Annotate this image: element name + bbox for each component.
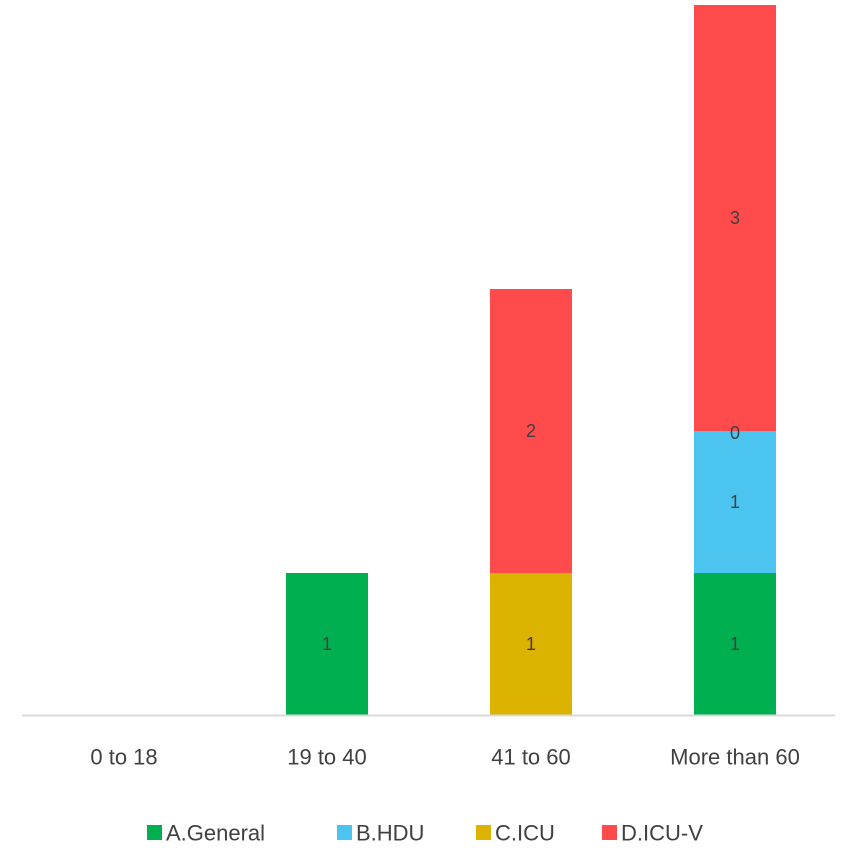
bar-41-to-60-c-icu bbox=[490, 573, 572, 715]
data-label-more-than-60-d-icu-v: 3 bbox=[730, 208, 740, 228]
legend-label-b-hdu: B.HDU bbox=[356, 821, 424, 846]
legend-swatch-b-hdu bbox=[337, 825, 352, 840]
legend-item-b-hdu: B.HDU bbox=[337, 821, 424, 846]
bar-41-to-60-d-icu-v bbox=[490, 289, 572, 573]
x-axis: 0 to 18 19 to 40 41 to 60 More than 60 bbox=[22, 714, 835, 770]
bar-19-to-40-a-general bbox=[286, 573, 368, 715]
data-label-more-than-60-a-general: 1 bbox=[730, 634, 740, 654]
legend-label-a-general: A.General bbox=[166, 821, 265, 846]
bar-more-than-60-b-hdu bbox=[694, 431, 776, 573]
data-label-41-to-60-c-icu: 1 bbox=[526, 634, 536, 654]
x-tick-label-0-to-18: 0 to 18 bbox=[90, 745, 157, 770]
legend-label-c-icu: C.ICU bbox=[495, 821, 555, 846]
data-label-41-to-60-d-icu-v: 2 bbox=[526, 421, 536, 441]
x-tick-label-more-than-60: More than 60 bbox=[670, 745, 800, 770]
legend-swatch-d-icu-v bbox=[602, 825, 617, 840]
legend-item-d-icu-v: D.ICU-V bbox=[602, 821, 703, 846]
bar-more-than-60-d-icu-v bbox=[694, 5, 776, 431]
legend: A.General B.HDU C.ICU D.ICU-V bbox=[147, 821, 703, 846]
legend-swatch-c-icu bbox=[476, 825, 491, 840]
bar-more-than-60-a-general bbox=[694, 573, 776, 715]
data-label-more-than-60-b-hdu: 1 bbox=[730, 492, 740, 512]
legend-item-a-general: A.General bbox=[147, 821, 265, 846]
data-label-more-than-60-c-icu: 0 bbox=[730, 423, 740, 443]
legend-label-d-icu-v: D.ICU-V bbox=[621, 821, 703, 846]
legend-item-c-icu: C.ICU bbox=[476, 821, 555, 846]
data-label-19-to-40-a-general: 1 bbox=[322, 634, 332, 654]
x-tick-label-19-to-40: 19 to 40 bbox=[287, 745, 367, 770]
legend-swatch-a-general bbox=[147, 825, 162, 840]
data-labels-layer: 1 1 2 1 1 0 3 bbox=[322, 208, 740, 654]
x-tick-label-41-to-60: 41 to 60 bbox=[491, 745, 571, 770]
bars-layer bbox=[286, 5, 776, 715]
